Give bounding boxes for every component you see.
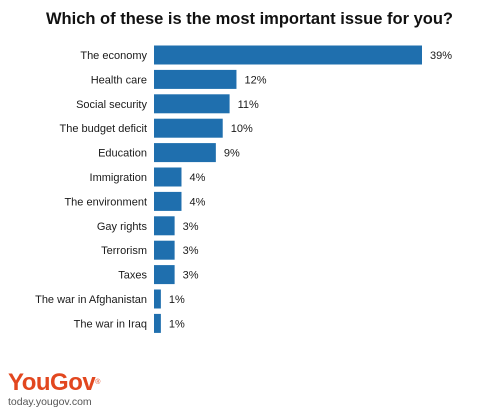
category-label: The environment	[64, 196, 147, 208]
chart-title: Which of these is the most important iss…	[45, 10, 454, 28]
bar-chart: The economy 39% Health care 12% Social secur…	[35, 45, 452, 333]
value-label: 12%	[244, 74, 266, 86]
bar	[154, 143, 216, 163]
category-label: The war in Iraq	[74, 318, 147, 330]
bar	[154, 265, 175, 285]
yougov-logo: YouGov®	[8, 371, 100, 395]
bar	[154, 313, 161, 333]
value-label: 1%	[169, 318, 185, 330]
value-label: 4%	[189, 172, 205, 184]
value-label: 39%	[430, 50, 452, 62]
category-label: Taxes	[118, 270, 147, 282]
yougov-brand: YouGov® today.yougov.com	[8, 371, 100, 409]
value-label: 3%	[183, 270, 199, 282]
category-label: Immigration	[90, 172, 147, 184]
category-label: Health care	[91, 74, 147, 86]
logo-you: You	[8, 369, 51, 396]
category-label: Social security	[76, 99, 147, 111]
logo-gov: Gov	[50, 369, 96, 396]
value-label: 11%	[238, 99, 259, 111]
category-label: Terrorism	[101, 245, 147, 257]
bar	[154, 289, 161, 309]
value-label: 3%	[183, 245, 199, 257]
registered-mark: ®	[95, 379, 100, 386]
bar	[154, 69, 237, 89]
bar	[154, 191, 182, 211]
bar	[154, 45, 422, 65]
category-label: Gay rights	[97, 221, 148, 233]
category-label: The budget deficit	[60, 123, 147, 135]
value-label: 1%	[169, 294, 185, 306]
bar	[154, 216, 175, 236]
brand-url[interactable]: today.yougov.com	[8, 396, 92, 408]
bar	[154, 240, 175, 260]
category-label: The economy	[80, 50, 147, 62]
value-label: 3%	[183, 221, 199, 233]
bar	[154, 167, 182, 187]
value-label: 10%	[231, 123, 253, 135]
bar	[154, 94, 230, 114]
category-label: The war in Afghanistan	[35, 294, 147, 306]
category-label: Education	[98, 148, 147, 160]
bar	[154, 118, 223, 138]
value-label: 4%	[189, 196, 205, 208]
value-label: 9%	[224, 148, 240, 160]
